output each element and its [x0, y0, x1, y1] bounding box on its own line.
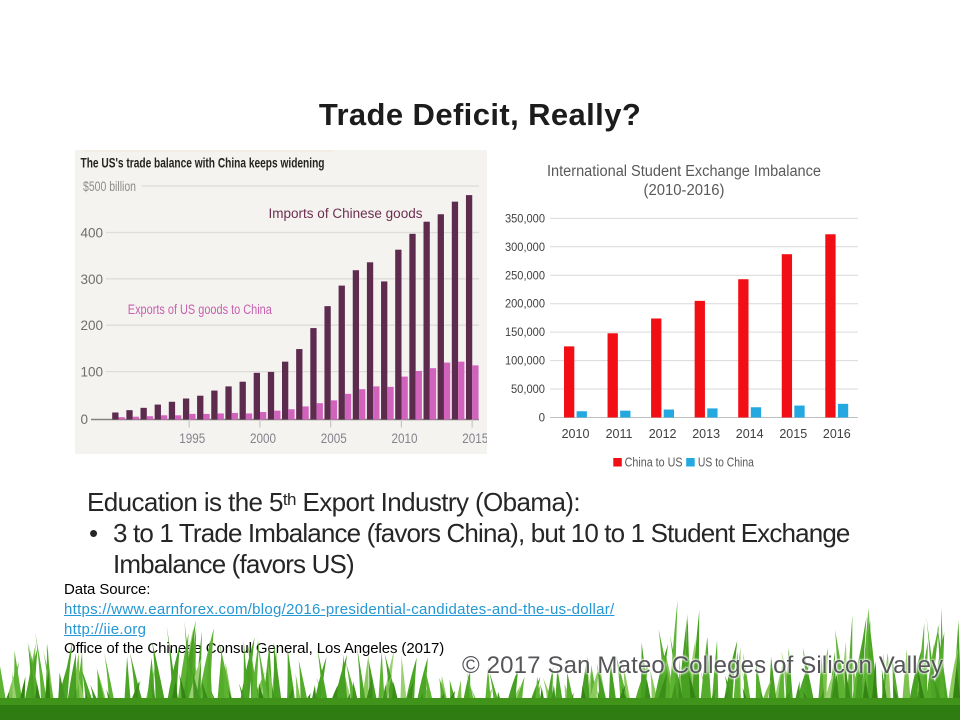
svg-text:100,000: 100,000 — [505, 356, 545, 368]
svg-text:(2010-2016): (2010-2016) — [644, 182, 725, 199]
svg-text:300: 300 — [81, 272, 104, 287]
svg-text:200: 200 — [81, 318, 104, 333]
svg-text:50,000: 50,000 — [511, 384, 545, 396]
svg-text:Imports of Chinese goods: Imports of Chinese goods — [269, 206, 423, 221]
svg-text:US to China: US to China — [698, 456, 754, 470]
svg-text:400: 400 — [81, 226, 104, 241]
svg-text:2013: 2013 — [692, 427, 720, 441]
svg-text:0: 0 — [81, 412, 89, 427]
svg-text:Exports of US goods to China: Exports of US goods to China — [128, 302, 272, 317]
svg-text:2010: 2010 — [562, 427, 590, 441]
svg-text:2015: 2015 — [462, 431, 487, 446]
svg-text:100: 100 — [81, 365, 104, 380]
svg-text:2016: 2016 — [823, 427, 851, 441]
svg-text:2005: 2005 — [321, 431, 347, 446]
svg-text:200,000: 200,000 — [505, 299, 545, 311]
svg-text:2012: 2012 — [649, 427, 677, 441]
svg-text:2011: 2011 — [606, 427, 633, 441]
svg-text:$500 billion: $500 billion — [83, 179, 136, 194]
svg-text:2010: 2010 — [392, 431, 418, 446]
svg-text:150,000: 150,000 — [505, 327, 545, 339]
svg-text:350,000: 350,000 — [505, 213, 545, 225]
svg-text:250,000: 250,000 — [505, 270, 545, 282]
svg-text:2014: 2014 — [736, 427, 764, 441]
svg-text:2015: 2015 — [779, 427, 807, 441]
svg-text:2000: 2000 — [250, 431, 276, 446]
svg-text:300,000: 300,000 — [505, 242, 545, 254]
svg-text:International Student Exchange: International Student Exchange Imbalance — [547, 163, 821, 180]
svg-text:The US's trade balance with Ch: The US's trade balance with China keeps … — [81, 155, 325, 171]
svg-text:China to US: China to US — [625, 456, 683, 470]
svg-text:1995: 1995 — [179, 431, 205, 446]
svg-text:0: 0 — [539, 413, 545, 425]
